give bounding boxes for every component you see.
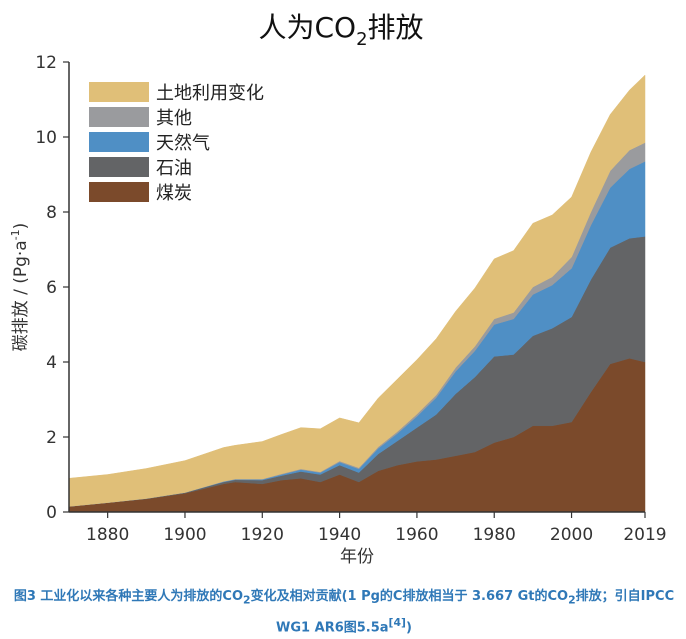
y-axis-label: 碳排放 / (Pg·a-1) <box>9 223 31 352</box>
figure-caption: 图3 工业化以来各种主要人为排放的CO2变化及相对贡献(1 Pg的C排放相当于 … <box>13 589 675 635</box>
x-tick-label: 1920 <box>241 525 284 545</box>
legend-swatch <box>89 82 149 102</box>
x-tick-label: 1980 <box>473 525 516 545</box>
x-tick-label: 1900 <box>163 525 206 545</box>
area-series-4 <box>68 74 646 507</box>
y-tick-label: 4 <box>46 353 57 373</box>
y-tick-label: 2 <box>46 428 57 448</box>
legend-swatch <box>89 132 149 152</box>
emissions-chart: 人为CO2排放 1880 1900 1920 1940 1960 1980 2000 2019… <box>9 11 667 567</box>
x-axis-label: 年份 <box>340 547 374 567</box>
x-tick-label: 1940 <box>318 525 361 545</box>
y-tick-label: 12 <box>35 53 57 73</box>
x-tick-label: 2000 <box>550 525 593 545</box>
legend-swatch <box>89 157 149 177</box>
legend-label: 煤炭 <box>156 183 192 204</box>
y-ticks: 0 2 4 6 8 10 12 <box>35 53 69 523</box>
y-tick-label: 10 <box>35 128 57 148</box>
x-tick-label: 1880 <box>86 525 129 545</box>
x-tick-label: 1960 <box>395 525 438 545</box>
chart-title: 人为CO2排放 <box>258 11 423 50</box>
y-tick-label: 6 <box>46 278 57 298</box>
legend-swatch <box>89 107 149 127</box>
legend-label: 石油 <box>156 158 192 179</box>
legend-label: 天然气 <box>156 133 210 154</box>
legend-swatch <box>89 182 149 202</box>
legend-label: 土地利用变化 <box>156 83 264 104</box>
y-tick-label: 0 <box>46 503 57 523</box>
x-ticks: 1880 1900 1920 1940 1960 1980 2000 2019 <box>86 512 667 545</box>
y-tick-label: 8 <box>46 203 57 223</box>
legend-label: 其他 <box>156 108 192 129</box>
x-tick-label: 2019 <box>623 525 666 545</box>
